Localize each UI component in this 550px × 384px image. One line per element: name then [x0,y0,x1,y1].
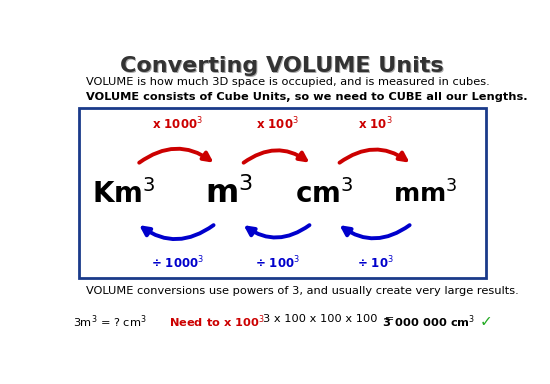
Text: 3m$^3$ = ? cm$^3$: 3m$^3$ = ? cm$^3$ [73,314,147,330]
Text: Converting VOLUME Units: Converting VOLUME Units [121,57,444,77]
Text: ✓: ✓ [480,314,493,329]
Text: x 1000$^3$: x 1000$^3$ [152,116,203,133]
Text: VOLUME is how much 3D space is occupied, and is measured in cubes.: VOLUME is how much 3D space is occupied,… [86,77,490,87]
Text: VOLUME conversions use powers of 3, and usually create very large results.: VOLUME conversions use powers of 3, and … [86,286,519,296]
Text: 3 x 100 x 100 x 100  =: 3 x 100 x 100 x 100 = [263,314,398,324]
Text: VOLUME consists of Cube Units, so we need to CUBE all our Lengths.: VOLUME consists of Cube Units, so we nee… [86,92,527,102]
Text: Km$^3$: Km$^3$ [92,179,156,209]
Text: 3 000 000 cm$^3$: 3 000 000 cm$^3$ [379,314,475,330]
Text: x 100$^3$: x 100$^3$ [256,116,299,133]
Text: Converting VOLUME Units: Converting VOLUME Units [120,56,444,76]
Text: ÷ 10$^3$: ÷ 10$^3$ [357,255,394,272]
FancyBboxPatch shape [79,108,486,278]
Text: ÷ 100$^3$: ÷ 100$^3$ [255,255,300,272]
Text: Need to x 100$^3$: Need to x 100$^3$ [169,314,265,330]
Text: x 10$^3$: x 10$^3$ [358,116,393,133]
Text: m$^3$: m$^3$ [205,177,252,210]
Text: mm$^3$: mm$^3$ [393,180,456,207]
Text: cm$^3$: cm$^3$ [295,179,354,209]
Text: ÷ 1000$^3$: ÷ 1000$^3$ [151,255,204,272]
